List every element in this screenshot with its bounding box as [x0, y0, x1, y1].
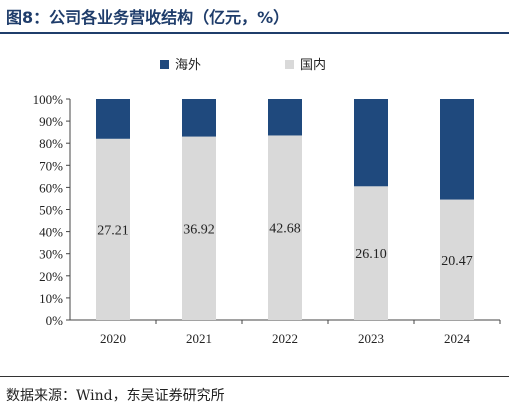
x-tick-label-2021: 2021: [186, 331, 212, 346]
y-tick-label: 80%: [39, 136, 63, 151]
stacked-bar-chart: 海外 国内 0% 10% 20% 30% 40% 50% 60% 70% 80% 90% 100% 27.…: [33, 57, 501, 346]
x-tick-label-2020: 2020: [100, 331, 126, 346]
data-label-domestic-2021: 36.92: [183, 222, 215, 237]
bar-domestic-2022: [268, 135, 302, 320]
y-tick-label: 90%: [39, 114, 63, 129]
title-rule: [0, 32, 509, 34]
bar-domestic-2020: [96, 138, 130, 320]
bar-overseas-2022: [268, 99, 302, 136]
y-tick-label: 40%: [39, 225, 63, 240]
y-tick-label: 70%: [39, 158, 63, 173]
bar-overseas-2021: [182, 99, 216, 137]
y-tick-label: 50%: [39, 203, 63, 218]
y-tick-label: 100%: [33, 92, 64, 107]
legend-label: 海外: [175, 57, 201, 72]
y-tick-label: 20%: [39, 269, 63, 284]
bar-domestic-2024: [440, 199, 474, 320]
legend-label: 国内: [300, 57, 326, 72]
data-label-domestic-2024: 20.47: [441, 254, 473, 269]
y-tick-label: 0%: [46, 313, 64, 328]
source-note: 数据来源：Wind，东吴证券研究所: [6, 388, 225, 404]
y-tick-label: 30%: [39, 247, 63, 262]
x-tick-label-2024: 2024: [444, 331, 471, 346]
data-label-domestic-2022: 42.68: [269, 222, 301, 237]
bar-domestic-2021: [182, 136, 216, 320]
y-tick-label: 60%: [39, 180, 63, 195]
bar-domestic-2023: [354, 186, 388, 320]
data-label-domestic-2023: 26.10: [355, 247, 387, 262]
data-label-domestic-2020: 27.21: [97, 223, 129, 238]
legend-swatch: [285, 60, 294, 69]
bar-overseas-2023: [354, 99, 388, 187]
legend-swatch: [160, 60, 169, 69]
bar-overseas-2020: [96, 99, 130, 139]
y-tick-label: 10%: [39, 291, 63, 306]
x-tick-label-2022: 2022: [272, 331, 298, 346]
source-rule: [0, 376, 509, 377]
x-tick-label-2023: 2023: [358, 331, 384, 346]
figure-title: 图8：公司各业务营收结构（亿元，%）: [6, 8, 290, 27]
bar-overseas-2024: [440, 99, 474, 200]
